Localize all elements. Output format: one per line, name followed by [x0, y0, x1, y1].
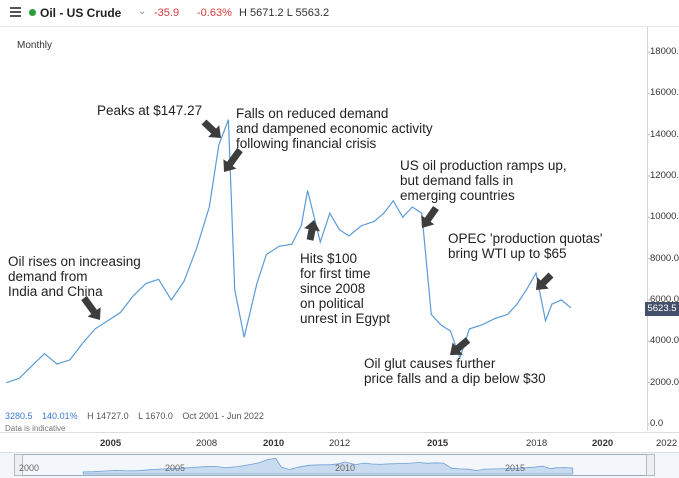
y-tick-label: 8000.0: [650, 252, 679, 264]
time-label: 2012: [329, 438, 351, 449]
navigator-label: 2005: [165, 463, 186, 473]
annotation-peak: Peaks at $147.27: [97, 103, 203, 118]
annotation-arrow: [450, 337, 471, 355]
first-value: 3280.5: [5, 411, 33, 421]
annotation-arrow: [536, 272, 554, 290]
data-note: Data is indicative: [5, 424, 66, 433]
y-tick-label: 16000.0: [650, 87, 679, 99]
range-dates: Oct 2001 - Jun 2022: [182, 411, 264, 421]
time-label: 2005: [100, 438, 122, 449]
time-label: 2020: [592, 438, 614, 449]
y-tick-label: 12000.0: [650, 170, 679, 181]
market-status-dot: [29, 9, 36, 16]
y-tick-label: 6000.0: [650, 294, 679, 305]
navigator-left-handle[interactable]: [14, 454, 23, 476]
annotation-arrow: [304, 220, 320, 241]
annotation-arrow: [421, 206, 439, 228]
y-tick-label: 18000.0: [650, 46, 679, 57]
navigator-label: 2010: [335, 463, 356, 473]
annotation-arrow: [201, 119, 221, 138]
annotation-arrows: [81, 119, 554, 355]
navigator-label: 2015: [505, 463, 526, 473]
instrument-header: Oil - US Crude ⌄ -35.9 -0.63% H 5671.2 L…: [0, 0, 679, 27]
y-tick-label: 0.0: [650, 418, 664, 429]
annotation-arrow: [81, 295, 101, 320]
price-change: -35.9: [154, 7, 180, 19]
y-tick-label: 4000.0: [650, 335, 679, 347]
interval-selector[interactable]: Monthly: [17, 40, 53, 51]
annotation-india-china: Oil rises on increasing demand from Indi…: [8, 254, 141, 299]
y-tick-label: 2000.0: [650, 376, 679, 388]
y-tick-label: 14000.0: [650, 128, 679, 140]
range-high: H 14727.0: [87, 411, 129, 421]
time-label: 2015: [427, 438, 449, 449]
annotation-us-production: US oil production ramps up, but demand f…: [400, 158, 567, 203]
navigator-mini-chart: [82, 457, 574, 475]
instrument-name[interactable]: Oil - US Crude: [40, 6, 122, 20]
navigator-right-handle[interactable]: [646, 454, 655, 476]
navigator-area: [82, 457, 574, 475]
time-axis: [0, 432, 679, 453]
y-tick-label: 10000.0: [650, 211, 679, 223]
annotation-oil-glut: Oil glut causes further price falls and …: [364, 356, 546, 386]
time-label: 2018: [526, 438, 548, 449]
navigator-selection[interactable]: [20, 454, 647, 476]
price-change-percent: -0.63%: [197, 7, 232, 19]
high-low: H 5671.2 L 5563.2: [239, 7, 330, 19]
annotation-egypt: Hits $100 for first time since 2008 on p…: [300, 251, 391, 326]
last-price-badge: 5623.5: [645, 302, 679, 316]
annotation-arrow: [223, 147, 243, 172]
navigator-label: 2000: [19, 463, 40, 473]
chevron-down-icon[interactable]: ⌄: [138, 6, 147, 17]
annotation-opec: OPEC 'production quotas' bring WTI up to…: [448, 231, 603, 261]
range-pct: 140.01%: [42, 411, 78, 421]
time-label: 2008: [196, 438, 218, 449]
annotation-financial-crisis: Falls on reduced demand and dampened eco…: [236, 106, 433, 151]
y-axis: [647, 27, 648, 431]
price-line: [6, 119, 572, 384]
menu-icon[interactable]: [10, 7, 21, 17]
range-low: L 1670.0: [138, 411, 173, 421]
range-stats: 3280.5 140.01% H 14727.0 L 1670.0 Oct 20…: [5, 411, 271, 421]
time-label: 2022: [656, 438, 678, 449]
time-label: 2010: [263, 438, 285, 449]
